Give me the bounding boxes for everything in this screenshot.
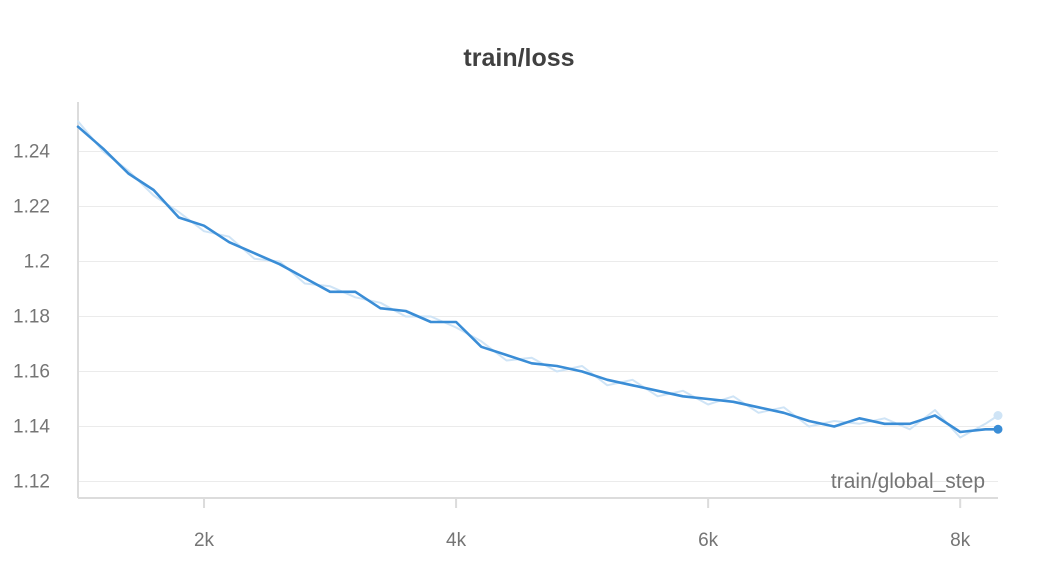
x-tick-label: 2k bbox=[194, 530, 215, 551]
smoothed-series-line bbox=[76, 125, 1000, 434]
y-tick-label: 1.12 bbox=[13, 472, 50, 493]
y-tick-label: 1.22 bbox=[13, 197, 50, 218]
raw-series-line bbox=[77, 120, 999, 439]
y-tick-label: 1.16 bbox=[13, 362, 50, 383]
y-tick-label: 1.18 bbox=[13, 307, 50, 328]
grid-lines bbox=[78, 151, 998, 482]
y-tick-label: 1.2 bbox=[24, 252, 50, 273]
axes bbox=[77, 102, 998, 508]
x-tick-label: 4k bbox=[446, 530, 467, 551]
y-tick-label: 1.14 bbox=[13, 417, 50, 438]
smoothed-series-end-point bbox=[993, 424, 1003, 434]
series-lines bbox=[76, 120, 1003, 439]
y-tick-label: 1.24 bbox=[13, 142, 50, 163]
x-axis-label: train/global_step bbox=[831, 470, 985, 493]
x-tick-label: 8k bbox=[950, 530, 971, 551]
raw-series-end-point bbox=[993, 411, 1003, 420]
tick-labels: 1.12 1.14 1.16 1.18 1.2 1.22 1.24 2k 4k 6k 8k bbox=[13, 142, 971, 552]
chart-title: train/loss bbox=[463, 44, 575, 72]
x-tick-label: 6k bbox=[698, 530, 719, 551]
